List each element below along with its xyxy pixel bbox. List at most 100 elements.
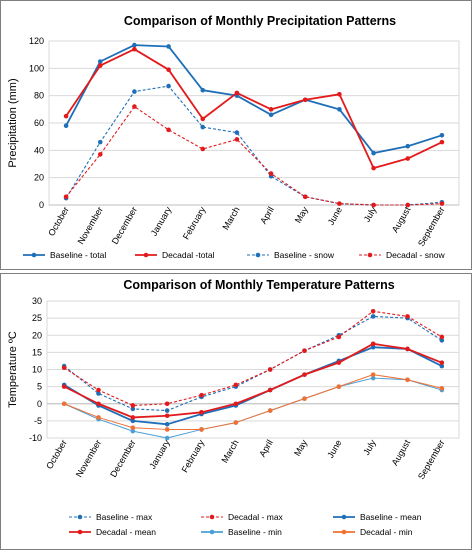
- precip-x-tick-label: January: [149, 205, 174, 238]
- temp-y-tick-label: -5: [34, 416, 42, 426]
- temp-data-point-decadal-max: [439, 334, 445, 340]
- temp-data-point-decadal-mean: [130, 415, 136, 420]
- temp-series-line-decadal-min: [63, 374, 442, 430]
- temp-data-point-decadal-min: [267, 408, 273, 413]
- temp-data-point-decadal-min: [336, 384, 342, 389]
- temp-data-point-decadal-mean: [267, 387, 273, 393]
- precip-data-point-baseline-total: [132, 42, 137, 48]
- temp-x-tick-label: October: [44, 438, 69, 471]
- precip-data-point-baseline-total: [97, 59, 103, 64]
- precip-data-point-decadal-snow: [97, 152, 103, 157]
- temp-legend-label: Baseline - mean: [360, 512, 422, 522]
- precip-legend-label: Baseline - snow: [274, 250, 335, 260]
- precip-data-point-decadal-snow: [234, 137, 240, 142]
- temp-y-tick-label: 10: [32, 365, 42, 375]
- temp-data-point-baseline-max: [439, 338, 445, 343]
- temp-data-point-decadal-min: [302, 396, 307, 401]
- precip-y-tick-label: 40: [34, 145, 44, 155]
- precip-data-point-decadal-snow: [439, 201, 445, 206]
- precipitation-chart-panel: Comparison of Monthly Precipitation Patt…: [0, 0, 472, 270]
- precip-data-point-decadal-snow: [337, 201, 342, 206]
- temp-x-tick-label: April: [257, 438, 275, 459]
- precip-y-tick-label: 100: [29, 63, 44, 73]
- temp-x-tick-label: March: [219, 438, 240, 465]
- precip-data-point-decadal-snow: [132, 104, 137, 109]
- temp-data-point-decadal-max: [130, 403, 136, 408]
- precip-data-point-baseline-total: [200, 87, 206, 93]
- temp-data-point-baseline-max: [130, 406, 136, 412]
- temp-data-point-decadal-min: [199, 427, 204, 432]
- precip-data-point-decadal-snow: [200, 146, 206, 152]
- temp-data-point-decadal-mean: [336, 360, 342, 365]
- precip-x-tick-label: July: [362, 205, 379, 224]
- precip-data-point-baseline-total: [371, 150, 376, 156]
- precip-data-point-decadal-total: [166, 67, 171, 72]
- precip-data-point-decadal-total: [371, 165, 376, 171]
- temp-data-point-baseline-min: [164, 435, 170, 441]
- temp-data-point-baseline-min: [130, 428, 136, 434]
- temp-data-point-decadal-min: [130, 425, 136, 431]
- precip-data-point-baseline-snow: [200, 124, 206, 130]
- precip-x-tick-label: April: [258, 205, 276, 226]
- temp-data-point-baseline-mean: [164, 422, 170, 427]
- temp-data-point-decadal-mean: [370, 341, 376, 347]
- precip-x-tick-label: March: [220, 205, 241, 232]
- temp-data-point-decadal-min: [61, 401, 67, 407]
- temp-legend-marker: [77, 514, 83, 520]
- temperature-chart: Comparison of Monthly Temperature Patter…: [7, 278, 460, 537]
- temp-series-line-baseline-max: [63, 315, 443, 412]
- temp-x-tick-label: November: [74, 438, 103, 479]
- precip-x-tick-label: December: [110, 205, 139, 246]
- precip-y-tick-label: 120: [29, 36, 44, 46]
- precip-data-point-decadal-total: [234, 90, 240, 96]
- temp-data-point-decadal-mean: [439, 360, 445, 365]
- temp-chart-title: Comparison of Monthly Temperature Patter…: [123, 278, 394, 292]
- precip-y-axis-title: Precipitation (mm): [7, 78, 19, 167]
- temp-y-tick-label: 15: [32, 347, 42, 357]
- temp-x-tick-label: September: [416, 438, 447, 481]
- temp-data-point-decadal-max: [199, 392, 204, 398]
- precip-data-point-baseline-total: [63, 123, 69, 129]
- temp-y-axis-title: Temperature ºC: [7, 331, 19, 408]
- precip-data-point-decadal-total: [97, 63, 103, 68]
- temp-y-tick-label: 5: [37, 382, 42, 392]
- precip-x-tick-label: November: [76, 205, 105, 246]
- precip-data-point-baseline-total: [268, 112, 274, 118]
- precip-x-tick-label: August: [390, 205, 413, 235]
- precip-data-point-decadal-total: [302, 97, 308, 103]
- temp-y-tick-label: 0: [37, 399, 42, 409]
- precip-data-point-baseline-total: [405, 143, 411, 149]
- temp-data-point-decadal-mean: [61, 384, 67, 389]
- precip-legend-label: Baseline - total: [50, 250, 106, 260]
- temp-data-point-decadal-min: [405, 377, 410, 383]
- temp-data-point-baseline-max: [164, 408, 170, 413]
- temp-plot-area: [46, 300, 460, 439]
- precip-data-point-decadal-total: [439, 139, 445, 145]
- precip-data-point-baseline-total: [166, 44, 171, 49]
- temp-legend-marker: [209, 529, 215, 535]
- temp-series-line-decadal-max: [63, 310, 443, 407]
- temp-data-point-decadal-max: [96, 387, 101, 393]
- precip-data-point-baseline-snow: [166, 83, 171, 89]
- temp-legend-label: Decadal - mean: [96, 527, 156, 537]
- precip-data-point-decadal-snow: [405, 202, 411, 208]
- precip-series-line-decadal-snow: [65, 106, 442, 206]
- temp-legend-marker: [341, 514, 347, 520]
- precip-legend-label: Decadal - snow: [386, 250, 445, 260]
- temp-x-tick-label: January: [147, 438, 172, 471]
- precip-legend-marker: [31, 252, 37, 258]
- precip-x-tick-label: May: [293, 205, 310, 225]
- precip-data-point-baseline-snow: [132, 89, 137, 94]
- temp-data-point-decadal-mean: [164, 413, 170, 419]
- temp-x-tick-label: August: [390, 438, 413, 468]
- precip-data-point-decadal-total: [337, 92, 342, 97]
- precip-data-point-baseline-total: [439, 133, 445, 138]
- temp-legend-label: Decadal - min: [360, 527, 413, 537]
- precip-data-point-decadal-total: [63, 113, 69, 119]
- precip-data-point-baseline-snow: [97, 139, 103, 145]
- temp-legend-label: Decadal - max: [228, 512, 284, 522]
- temp-y-tick-label: 20: [32, 330, 42, 340]
- precip-legend-marker: [367, 252, 373, 258]
- temp-data-point-baseline-mean: [130, 418, 136, 424]
- temp-legend-label: Baseline - max: [96, 512, 153, 522]
